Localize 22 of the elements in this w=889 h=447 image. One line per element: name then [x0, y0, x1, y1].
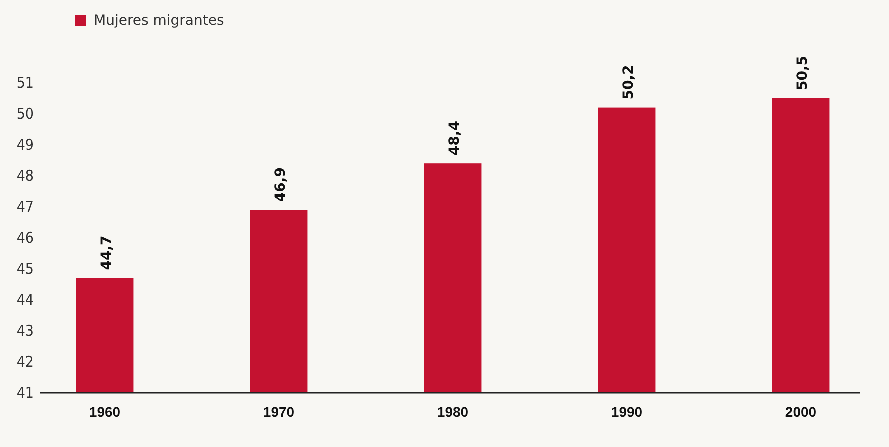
data-label: 48,4 — [447, 120, 463, 156]
y-tick-label: 46 — [16, 228, 34, 247]
y-tick-label: 47 — [16, 198, 34, 216]
y-tick-label: 49 — [16, 136, 34, 154]
y-tick-label: 45 — [16, 260, 34, 278]
y-tick-label: 44 — [16, 290, 34, 309]
y-tick-label: 51 — [16, 74, 34, 92]
y-tick-label: 50 — [16, 104, 34, 123]
x-tick-label: 1980 — [437, 404, 469, 420]
y-tick-label: 42 — [16, 352, 34, 371]
x-tick-label: 1960 — [89, 404, 121, 420]
data-label: 44,7 — [99, 236, 115, 270]
x-tick-label: 1970 — [263, 404, 295, 420]
data-label: 50,2 — [621, 65, 637, 100]
x-tick-label: 2000 — [785, 404, 817, 420]
y-tick-label: 48 — [16, 166, 34, 185]
y-tick-label: 41 — [16, 384, 34, 402]
data-label: 46,9 — [273, 168, 289, 202]
legend-label: Mujeres migrantes — [94, 13, 224, 29]
y-tick-label: 43 — [16, 322, 34, 340]
x-tick-label: 1990 — [611, 404, 643, 420]
data-label: 50,5 — [795, 56, 811, 90]
